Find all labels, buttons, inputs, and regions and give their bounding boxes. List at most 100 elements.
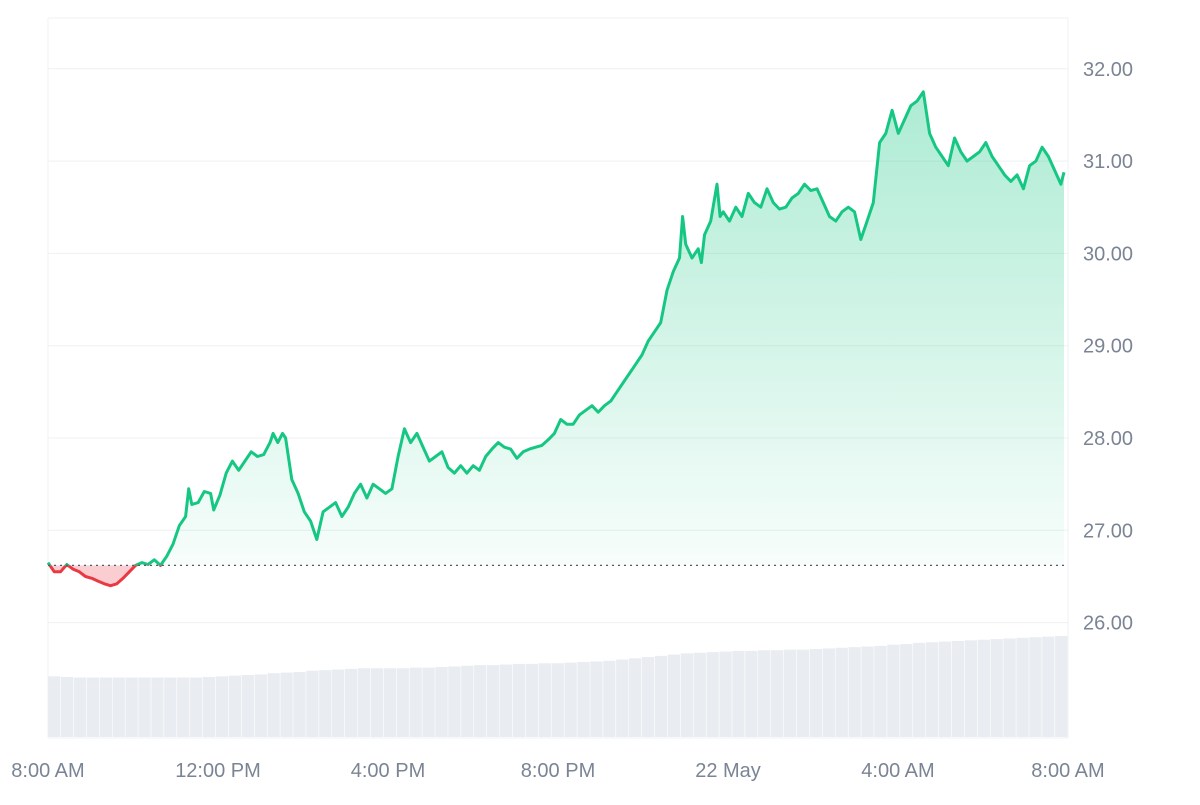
volume-bar — [990, 639, 1003, 737]
volume-bar — [835, 647, 848, 737]
volume-bar — [177, 677, 190, 737]
volume-bar — [306, 670, 319, 737]
x-tick-label: 4:00 PM — [351, 760, 425, 782]
volume-bar — [577, 662, 590, 737]
price-line[interactable] — [46, 90, 1066, 588]
y-tick-label: 31.00 — [1083, 151, 1133, 173]
x-tick-label: 8:00 PM — [521, 760, 595, 782]
y-tick-label: 26.00 — [1083, 613, 1133, 635]
volume-bar — [486, 665, 500, 737]
volume-bar — [332, 669, 345, 737]
x-tick-label: 8:00 AM — [11, 760, 84, 782]
volume-bar — [254, 674, 267, 737]
volume-bar — [1016, 637, 1029, 737]
volume-bar — [151, 677, 164, 737]
x-tick-label: 4:00 AM — [861, 760, 934, 782]
volume-bar — [874, 645, 887, 737]
volume-bar — [215, 676, 229, 737]
volume-bar — [551, 663, 564, 737]
volume-bar — [809, 649, 823, 737]
volume-bar — [667, 654, 681, 737]
volume-bar — [590, 661, 603, 737]
volume-bar — [861, 646, 874, 737]
y-axis-labels: 26.00 27.00 28.00 29.00 30.00 31.00 32.00 — [1083, 59, 1133, 635]
volume-bar — [771, 650, 784, 737]
volume-bar — [719, 651, 732, 737]
y-tick-label: 30.00 — [1083, 243, 1133, 265]
volume-bar — [654, 655, 668, 737]
volume-bar — [732, 650, 745, 737]
volume-bar — [409, 667, 422, 737]
volume-bar — [848, 647, 861, 737]
volume-bar — [499, 664, 513, 737]
volume-bar — [616, 659, 629, 737]
volume-bar — [344, 668, 358, 737]
volume-bar — [125, 677, 138, 737]
volume-bar — [913, 642, 926, 737]
volume-bar — [60, 676, 74, 737]
volume-bar — [112, 677, 125, 737]
volume-bar — [48, 676, 61, 737]
volume-bar — [190, 677, 203, 737]
volume-bar — [228, 675, 242, 737]
volume-bar — [461, 665, 474, 737]
volume-bars — [48, 636, 1068, 737]
volume-bar — [512, 663, 526, 737]
volume-bar — [370, 668, 384, 737]
volume-bar — [1042, 636, 1055, 737]
y-tick-label: 27.00 — [1083, 520, 1133, 542]
volume-bar — [680, 653, 693, 737]
volume-bar — [73, 677, 87, 737]
volume-bar — [925, 642, 939, 737]
volume-bar — [1055, 636, 1068, 737]
volume-bar — [900, 644, 913, 737]
price-line-up[interactable] — [46, 90, 1066, 586]
volume-bar — [435, 667, 448, 737]
volume-bar — [938, 641, 952, 737]
volume-bar — [474, 665, 487, 737]
volume-bar — [525, 663, 539, 737]
volume-bar — [383, 668, 397, 737]
volume-bar — [138, 677, 151, 737]
volume-bar — [1029, 637, 1042, 737]
x-tick-label: 8:00 AM — [1031, 760, 1104, 782]
volume-bar — [964, 640, 978, 737]
volume-bar — [241, 675, 254, 737]
volume-bar — [319, 670, 332, 737]
volume-bar — [783, 649, 797, 737]
volume-bar — [887, 644, 900, 737]
volume-bar — [267, 673, 280, 737]
y-tick-label: 28.00 — [1083, 428, 1133, 450]
volume-bar — [977, 639, 990, 737]
volume-bar — [280, 672, 293, 737]
volume-bar — [796, 649, 810, 737]
volume-bar — [706, 652, 719, 737]
volume-bar — [603, 660, 616, 737]
volume-bar — [951, 640, 965, 737]
volume-bar — [822, 648, 835, 737]
volume-bar — [99, 677, 112, 737]
volume-bar — [758, 650, 771, 737]
area-fill-up — [48, 91, 1064, 566]
volume-bar — [164, 677, 177, 737]
x-axis-labels: 8:00 AM 12:00 PM 4:00 PM 8:00 PM 22 May 4:00 … — [11, 760, 1104, 782]
x-tick-label: 12:00 PM — [175, 760, 261, 782]
volume-bar — [1003, 638, 1016, 737]
x-tick-label: 22 May — [695, 760, 761, 782]
volume-bar — [293, 671, 306, 737]
price-area — [48, 91, 1064, 586]
volume-bar — [564, 662, 577, 737]
volume-bar — [202, 676, 216, 737]
y-tick-label: 32.00 — [1083, 59, 1133, 81]
volume-bar — [629, 658, 642, 737]
volume-bar — [422, 667, 435, 737]
volume-bar — [396, 668, 409, 737]
volume-bar — [357, 668, 371, 737]
volume-bar — [693, 652, 706, 737]
volume-bar — [538, 663, 551, 737]
volume-bar — [745, 650, 758, 737]
volume-bar — [86, 677, 100, 737]
y-tick-label: 29.00 — [1083, 336, 1133, 358]
